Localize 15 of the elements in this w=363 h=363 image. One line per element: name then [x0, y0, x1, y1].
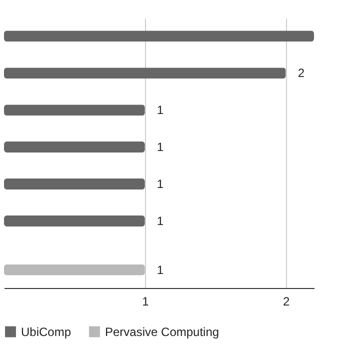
data-label: 1: [156, 214, 164, 228]
data-label: 1: [156, 103, 164, 118]
legend-label: UbiComp: [21, 324, 72, 339]
data-label: 1: [156, 177, 164, 192]
bar: [4, 264, 145, 276]
data-label: 2: [298, 66, 305, 80]
bar: [4, 178, 145, 190]
legend-label: Pervasive Computing: [105, 324, 220, 339]
bar: [4, 216, 145, 227]
bar: [4, 142, 145, 153]
data-label: 1: [156, 262, 164, 277]
data-label: 1: [156, 140, 164, 154]
bar: [4, 30, 314, 42]
bar: [4, 68, 286, 79]
bar: [4, 104, 145, 116]
